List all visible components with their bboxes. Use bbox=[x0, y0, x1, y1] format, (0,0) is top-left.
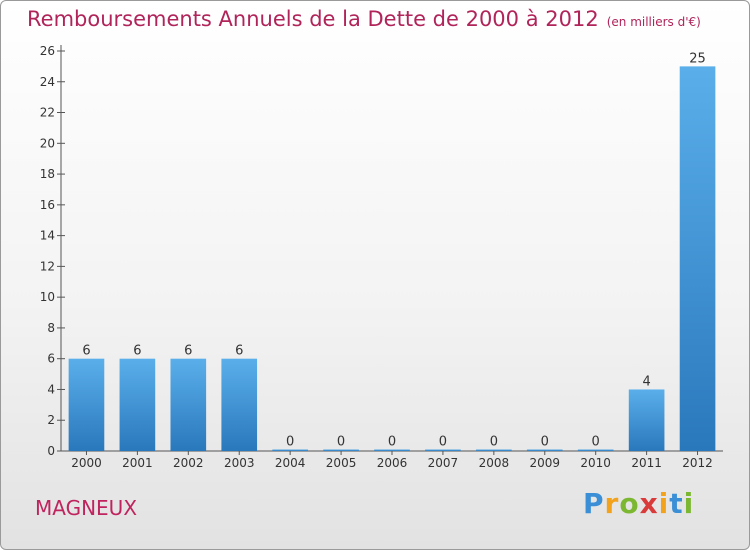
value-label: 25 bbox=[689, 51, 706, 66]
value-label: 6 bbox=[82, 344, 90, 359]
value-label: 0 bbox=[490, 435, 498, 450]
chart-labels: 0246810121416182022242620006200162002620… bbox=[40, 44, 713, 470]
bar-2011 bbox=[628, 389, 665, 451]
x-tick-label: 2006 bbox=[377, 456, 408, 470]
bar-2012 bbox=[679, 66, 716, 451]
bar-2009 bbox=[526, 449, 563, 451]
value-label: 4 bbox=[642, 374, 650, 389]
y-tick-label: 10 bbox=[40, 290, 55, 304]
bar-2007 bbox=[425, 449, 461, 451]
y-tick-label: 24 bbox=[40, 75, 55, 89]
x-tick-label: 2002 bbox=[173, 456, 204, 470]
logo-letter: t bbox=[669, 487, 684, 520]
logo-letter: i bbox=[683, 487, 695, 520]
chart-bars bbox=[68, 66, 716, 451]
logo-letter: i bbox=[658, 487, 670, 520]
x-tick-label: 2010 bbox=[580, 456, 611, 470]
bar-2004 bbox=[272, 449, 308, 451]
value-label: 0 bbox=[541, 435, 549, 450]
place-name: MAGNEUX bbox=[35, 496, 138, 520]
x-tick-label: 2004 bbox=[275, 456, 306, 470]
x-tick-label: 2009 bbox=[529, 456, 560, 470]
x-tick-label: 2011 bbox=[631, 456, 662, 470]
logo-letter: r bbox=[604, 487, 620, 520]
y-tick-label: 26 bbox=[40, 44, 55, 58]
x-tick-label: 2000 bbox=[71, 456, 102, 470]
chart-axes bbox=[57, 45, 723, 455]
y-tick-label: 2 bbox=[47, 413, 55, 427]
value-label: 6 bbox=[133, 344, 141, 359]
value-label: 0 bbox=[592, 435, 600, 450]
chart-subtitle: (en milliers d'€) bbox=[606, 15, 701, 29]
y-tick-label: 16 bbox=[40, 198, 55, 212]
x-tick-label: 2012 bbox=[682, 456, 713, 470]
x-tick-label: 2001 bbox=[122, 456, 153, 470]
value-label: 0 bbox=[286, 435, 294, 450]
x-tick-label: 2005 bbox=[326, 456, 357, 470]
x-tick-label: 2008 bbox=[479, 456, 510, 470]
bar-2002 bbox=[170, 358, 207, 451]
chart-title-text: Remboursements Annuels de la Dette de 20… bbox=[27, 7, 599, 31]
x-tick-label: 2007 bbox=[428, 456, 459, 470]
bar-2001 bbox=[119, 358, 156, 451]
logo-letter: P bbox=[583, 487, 605, 520]
bar-2006 bbox=[374, 449, 410, 451]
y-tick-label: 8 bbox=[47, 321, 55, 335]
y-tick-label: 6 bbox=[47, 352, 55, 366]
value-label: 6 bbox=[235, 344, 243, 359]
bar-2000 bbox=[68, 358, 105, 451]
x-tick-label: 2003 bbox=[224, 456, 255, 470]
logo-letter: o bbox=[619, 487, 640, 520]
y-tick-label: 18 bbox=[40, 167, 55, 181]
y-tick-label: 4 bbox=[47, 382, 55, 396]
y-tick-label: 0 bbox=[47, 444, 55, 458]
logo-letter: x bbox=[639, 487, 659, 520]
y-tick-label: 20 bbox=[40, 136, 55, 150]
bar-2005 bbox=[323, 449, 359, 451]
value-label: 6 bbox=[184, 344, 192, 359]
value-label: 0 bbox=[439, 435, 447, 450]
bar-2010 bbox=[577, 449, 614, 451]
bar-2003 bbox=[221, 358, 258, 451]
chart-title: Remboursements Annuels de la Dette de 20… bbox=[27, 7, 701, 31]
y-tick-label: 22 bbox=[40, 106, 55, 120]
y-tick-label: 14 bbox=[40, 229, 55, 243]
bar-2008 bbox=[476, 449, 512, 451]
value-label: 0 bbox=[337, 435, 345, 450]
y-tick-label: 12 bbox=[40, 259, 55, 273]
value-label: 0 bbox=[388, 435, 396, 450]
proxiti-logo: Proxiti bbox=[583, 487, 694, 520]
